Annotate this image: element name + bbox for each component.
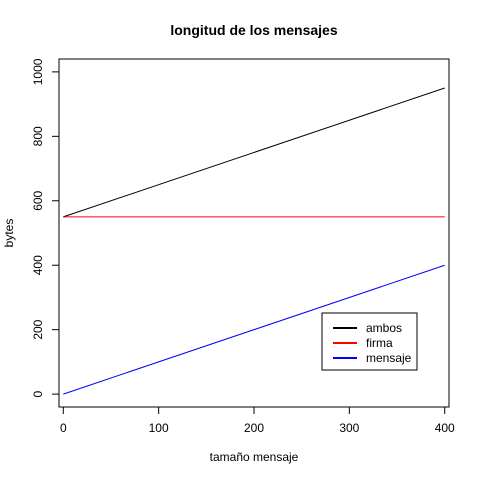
y-tick-label: 0 <box>31 390 45 397</box>
x-tick-label: 400 <box>435 421 455 435</box>
y-axis-label: bytes <box>2 219 16 248</box>
y-axis: 0 200 400 600 800 1000 <box>31 58 60 397</box>
legend-label-mensaje: mensaje <box>366 351 412 365</box>
series-line-ambos <box>63 87 445 218</box>
x-tick-label: 0 <box>60 421 67 435</box>
y-tick-label: 1000 <box>31 58 45 85</box>
y-tick-label: 400 <box>31 255 45 275</box>
y-tick-label: 800 <box>31 126 45 146</box>
x-axis: 0 100 200 300 400 <box>60 406 455 435</box>
legend-box <box>321 312 418 371</box>
legend-label-firma: firma <box>366 336 393 350</box>
legend-label-ambos: ambos <box>366 321 402 335</box>
series-line-mensaje <box>63 264 445 395</box>
series-layer <box>63 87 445 395</box>
y-tick-label: 600 <box>31 190 45 210</box>
chart-title: longitud de los mensajes <box>170 22 337 38</box>
x-tick-label: 300 <box>339 421 359 435</box>
x-axis-label: tamaño mensaje <box>210 450 299 464</box>
x-tick-label: 200 <box>244 421 264 435</box>
y-tick-label: 200 <box>31 319 45 339</box>
x-tick-label: 100 <box>149 421 169 435</box>
